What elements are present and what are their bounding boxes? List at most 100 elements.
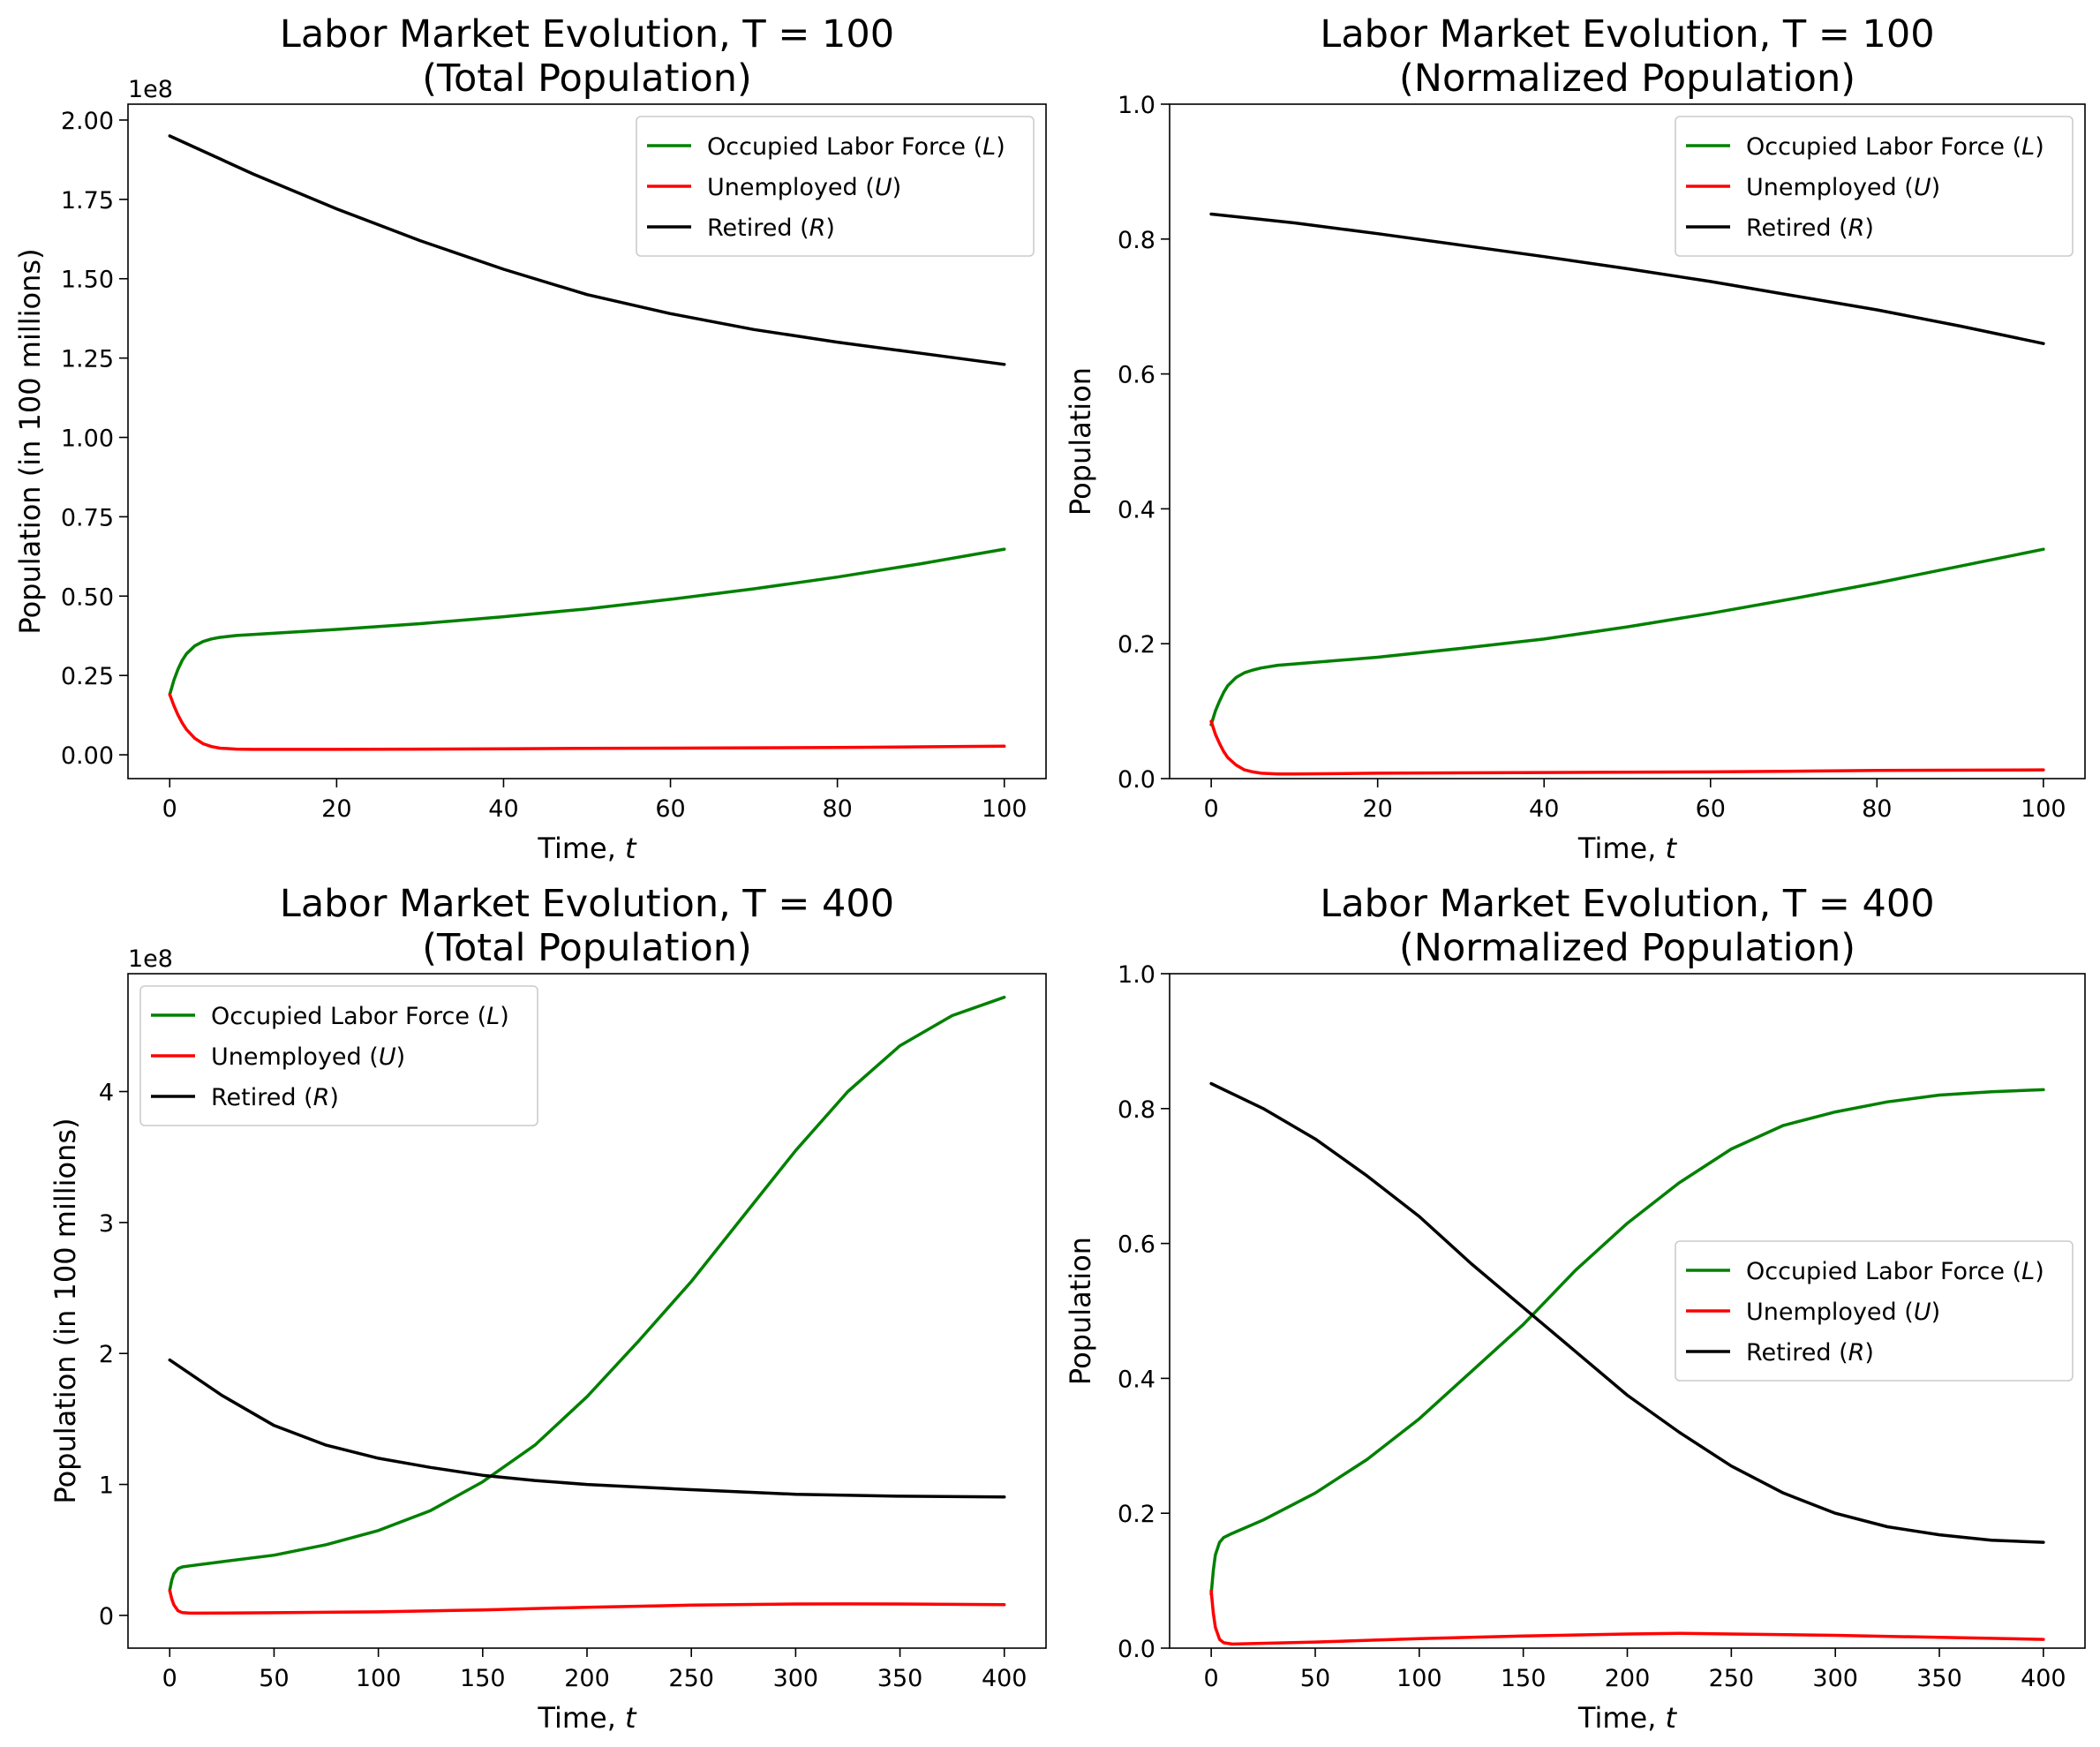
x-tick-label: 250	[1709, 1665, 1755, 1692]
series-line-R	[168, 1358, 1006, 1499]
y-tick-label: 0	[99, 1603, 114, 1630]
legend-box	[139, 985, 538, 1126]
legend-paren: )	[1931, 1299, 1941, 1326]
x-tick-label: 250	[668, 1665, 714, 1692]
legend-paren: (	[1897, 1299, 1914, 1326]
x-tick-label: 0	[162, 1665, 177, 1692]
x-tick-label: 400	[2021, 1665, 2066, 1692]
x-axis-label-text: Time,	[1577, 832, 1666, 865]
x-tick-label: 60	[1696, 795, 1726, 823]
x-tick-label: 150	[1501, 1665, 1547, 1692]
series-line-U	[1209, 1589, 2045, 1646]
x-tick-label: 20	[1363, 795, 1393, 823]
x-tick-label: 100	[982, 795, 1027, 823]
y-tick-label: 0.6	[1118, 1231, 1155, 1259]
y-tick-label: 4	[99, 1080, 114, 1107]
legend-paren: (	[793, 215, 809, 242]
x-tick-label: 300	[773, 1665, 819, 1692]
x-tick-label: 80	[822, 795, 852, 823]
legend-series-symbol: R	[809, 215, 826, 242]
legend-series-symbol: R	[1848, 215, 1865, 242]
series-line-L	[168, 995, 1006, 1593]
chart-subtitle: (Total Population)	[422, 56, 752, 101]
x-axis-label-text: Time,	[1577, 1701, 1666, 1735]
chart-panel-3: Labor Market Evolution, T = 400(Total Po…	[49, 882, 1047, 1735]
legend-label-R: Retired (R)	[1746, 1339, 1874, 1367]
y-tick-label: 0.8	[1118, 227, 1155, 254]
chart-panel-1: Labor Market Evolution, T = 100(Total Po…	[13, 12, 1047, 865]
legend-series-name: Retired	[1746, 215, 1832, 242]
legend-label-R: Retired (R)	[707, 215, 835, 242]
y-axis-label: Population	[1064, 367, 1097, 516]
legend-series-name: Retired	[707, 215, 793, 242]
y-tick-label: 0.25	[61, 663, 114, 690]
y-tick-label: 0.6	[1118, 362, 1155, 389]
legend-paren: (	[1832, 1339, 1848, 1367]
legend-series-name: Unemployed	[1746, 174, 1897, 201]
legend-label-L: Occupied Labor Force (L)	[211, 1003, 509, 1030]
x-tick-label: 150	[460, 1665, 506, 1692]
chart-title: Labor Market Evolution, T = 100	[280, 12, 894, 56]
legend: Occupied Labor Force (L)Unemployed (U)Re…	[1675, 1240, 2074, 1382]
chart-title: Labor Market Evolution, T = 100	[1320, 12, 1934, 56]
legend-box	[1675, 1240, 2074, 1382]
legend-series-symbol: L	[2021, 1258, 2035, 1285]
legend-series-symbol: U	[1914, 1299, 1931, 1326]
legend-label-U: Unemployed (U)	[211, 1043, 405, 1071]
chart-subtitle: (Total Population)	[422, 926, 752, 970]
x-tick-label: 200	[564, 1665, 610, 1692]
plot-frame	[127, 103, 1047, 779]
legend-series-name: Unemployed	[1746, 1299, 1897, 1326]
legend-series-name: Retired	[211, 1084, 297, 1111]
chart-subtitle: (Normalized Population)	[1399, 56, 1855, 101]
x-tick-label: 60	[655, 795, 685, 823]
legend-label-L: Occupied Labor Force (L)	[1746, 1258, 2044, 1285]
y-tick-label: 0.50	[61, 584, 114, 611]
legend-series-symbol: U	[875, 174, 892, 201]
legend-label-L: Occupied Labor Force (L)	[1746, 133, 2044, 161]
y-tick-label: 2	[99, 1341, 114, 1368]
x-tick-label: 200	[1605, 1665, 1651, 1692]
x-axis-label: Time, t	[1577, 1701, 1678, 1735]
legend-label-R: Retired (R)	[1746, 215, 1874, 242]
legend-label-R: Retired (R)	[211, 1084, 339, 1111]
x-axis-label-var: t	[625, 832, 637, 865]
x-tick-label: 20	[321, 795, 351, 823]
legend-paren: )	[329, 1084, 339, 1111]
y-tick-label: 0.8	[1118, 1096, 1155, 1124]
legend: Occupied Labor Force (L)Unemployed (U)Re…	[636, 116, 1035, 257]
series-line-L	[1209, 1088, 2045, 1596]
legend-paren: )	[2035, 1258, 2044, 1285]
y-axis-label: Population (in 100 millions)	[13, 248, 47, 634]
plot-frame	[1169, 103, 2086, 779]
series-line-R	[168, 134, 1006, 366]
y-tick-label: 1.25	[61, 346, 114, 373]
legend-label-L: Occupied Labor Force (L)	[707, 133, 1005, 161]
x-tick-label: 80	[1862, 795, 1892, 823]
legend-paren: (	[966, 133, 982, 161]
legend-series-name: Retired	[1746, 1339, 1832, 1367]
legend-paren: )	[1931, 174, 1941, 201]
legend-paren: )	[1864, 215, 1874, 242]
legend-paren: )	[396, 1043, 406, 1071]
legend-paren: (	[2005, 133, 2021, 161]
x-tick-label: 40	[488, 795, 518, 823]
legend-paren: (	[1897, 174, 1914, 201]
y-tick-label: 0.00	[61, 742, 114, 770]
series-line-U	[1209, 719, 2045, 776]
y-axis-offset-label: 1e8	[128, 76, 173, 103]
legend-series-name: Occupied Labor Force	[211, 1003, 470, 1030]
x-tick-label: 100	[356, 1665, 402, 1692]
legend-paren: (	[297, 1084, 313, 1111]
legend-series-symbol: R	[313, 1084, 330, 1111]
legend-paren: (	[1832, 215, 1848, 242]
legend-paren: )	[892, 174, 902, 201]
y-tick-label: 0.0	[1118, 1636, 1155, 1663]
y-tick-label: 1.75	[61, 187, 114, 215]
y-axis-label: Population	[1064, 1237, 1097, 1385]
y-axis-label: Population (in 100 millions)	[49, 1118, 82, 1503]
legend-paren: )	[2035, 133, 2044, 161]
legend-paren: (	[362, 1043, 379, 1071]
x-tick-label: 100	[1396, 1665, 1442, 1692]
